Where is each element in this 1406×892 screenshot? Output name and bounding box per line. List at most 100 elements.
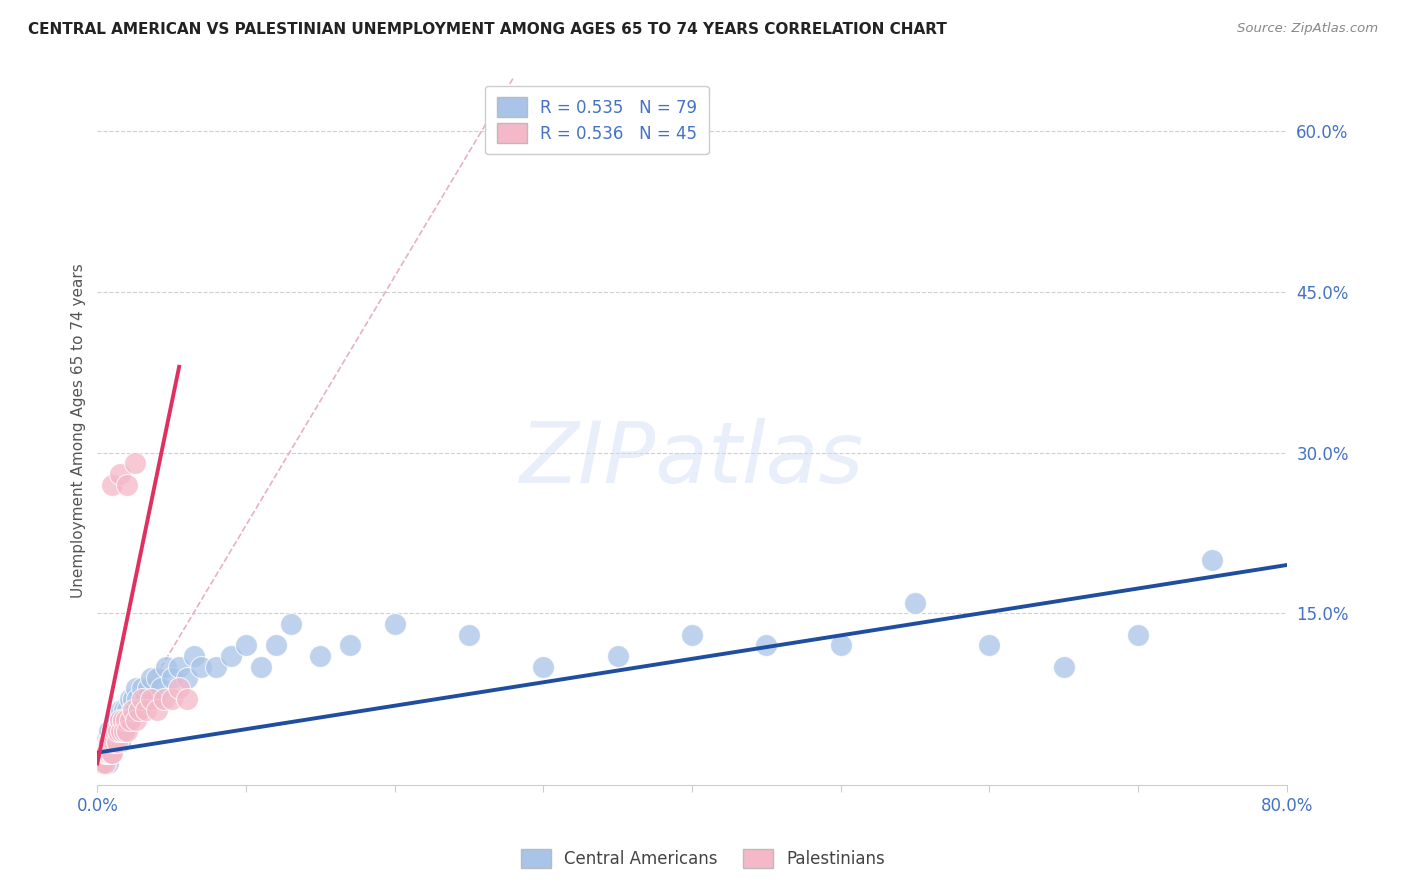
Point [146, 671, 169, 685]
Point [97, 735, 120, 749]
Point [112, 724, 135, 739]
Point [120, 692, 142, 706]
Point [96, 746, 118, 760]
Point [139, 671, 162, 685]
Point [384, 617, 406, 632]
Point [96, 746, 118, 760]
Point [97, 746, 120, 760]
Point [110, 724, 132, 739]
Point [100, 735, 122, 749]
Point [94, 756, 117, 771]
Point [107, 724, 129, 739]
Point [121, 703, 143, 717]
Point [979, 639, 1001, 653]
Text: Source: ZipAtlas.com: Source: ZipAtlas.com [1237, 22, 1378, 36]
Point [128, 703, 150, 717]
Point [125, 681, 148, 696]
Point [755, 639, 778, 653]
Point [101, 746, 124, 760]
Point [146, 703, 169, 717]
Point [280, 617, 302, 632]
Point [97, 746, 120, 760]
Point [90, 746, 112, 760]
Point [100, 746, 122, 760]
Point [105, 724, 128, 739]
Point [111, 714, 134, 728]
Point [101, 724, 124, 739]
Point [160, 671, 183, 685]
Point [131, 692, 153, 706]
Point [108, 714, 131, 728]
Point [91, 756, 114, 771]
Point [114, 714, 136, 728]
Point [90, 756, 112, 771]
Point [104, 735, 127, 749]
Point [309, 649, 332, 664]
Point [89, 746, 111, 760]
Legend: Central Americans, Palestinians: Central Americans, Palestinians [515, 842, 891, 875]
Point [1052, 660, 1074, 674]
Point [90, 746, 112, 760]
Point [89, 746, 111, 760]
Point [458, 628, 481, 642]
Point [108, 467, 131, 481]
Point [114, 714, 136, 728]
Point [131, 681, 153, 696]
Point [91, 756, 114, 771]
Point [531, 660, 554, 674]
Legend: R = 0.535   N = 79, R = 0.536   N = 45: R = 0.535 N = 79, R = 0.536 N = 45 [485, 86, 709, 154]
Point [115, 703, 138, 717]
Point [205, 660, 228, 674]
Point [94, 746, 117, 760]
Text: CENTRAL AMERICAN VS PALESTINIAN UNEMPLOYMENT AMONG AGES 65 TO 74 YEARS CORRELATI: CENTRAL AMERICAN VS PALESTINIAN UNEMPLOY… [28, 22, 948, 37]
Point [681, 628, 703, 642]
Point [339, 639, 361, 653]
Point [110, 703, 132, 717]
Point [128, 703, 150, 717]
Point [104, 714, 127, 728]
Point [100, 735, 122, 749]
Point [105, 735, 128, 749]
Point [142, 692, 165, 706]
Point [100, 746, 122, 760]
Point [97, 756, 120, 771]
Point [110, 724, 132, 739]
Point [87, 756, 110, 771]
Point [98, 724, 121, 739]
Point [117, 714, 139, 728]
Point [135, 703, 157, 717]
Point [219, 649, 242, 664]
Point [176, 692, 198, 706]
Point [98, 735, 121, 749]
Point [103, 735, 125, 749]
Point [125, 714, 148, 728]
Point [111, 714, 134, 728]
Point [97, 735, 120, 749]
Point [94, 756, 117, 771]
Point [124, 456, 146, 470]
Y-axis label: Unemployment Among Ages 65 to 74 years: Unemployment Among Ages 65 to 74 years [72, 264, 86, 599]
Point [830, 639, 852, 653]
Point [108, 735, 131, 749]
Point [176, 671, 198, 685]
Point [120, 714, 142, 728]
Point [105, 714, 128, 728]
Point [139, 692, 162, 706]
Point [115, 477, 138, 491]
Point [124, 703, 146, 717]
Point [153, 692, 176, 706]
Point [606, 649, 628, 664]
Point [167, 681, 190, 696]
Point [89, 756, 111, 771]
Point [87, 756, 110, 771]
Point [103, 724, 125, 739]
Point [136, 681, 159, 696]
Point [91, 746, 114, 760]
Point [134, 692, 156, 706]
Point [112, 724, 135, 739]
Point [1126, 628, 1149, 642]
Point [98, 746, 121, 760]
Point [155, 660, 177, 674]
Point [96, 746, 118, 760]
Point [122, 692, 145, 706]
